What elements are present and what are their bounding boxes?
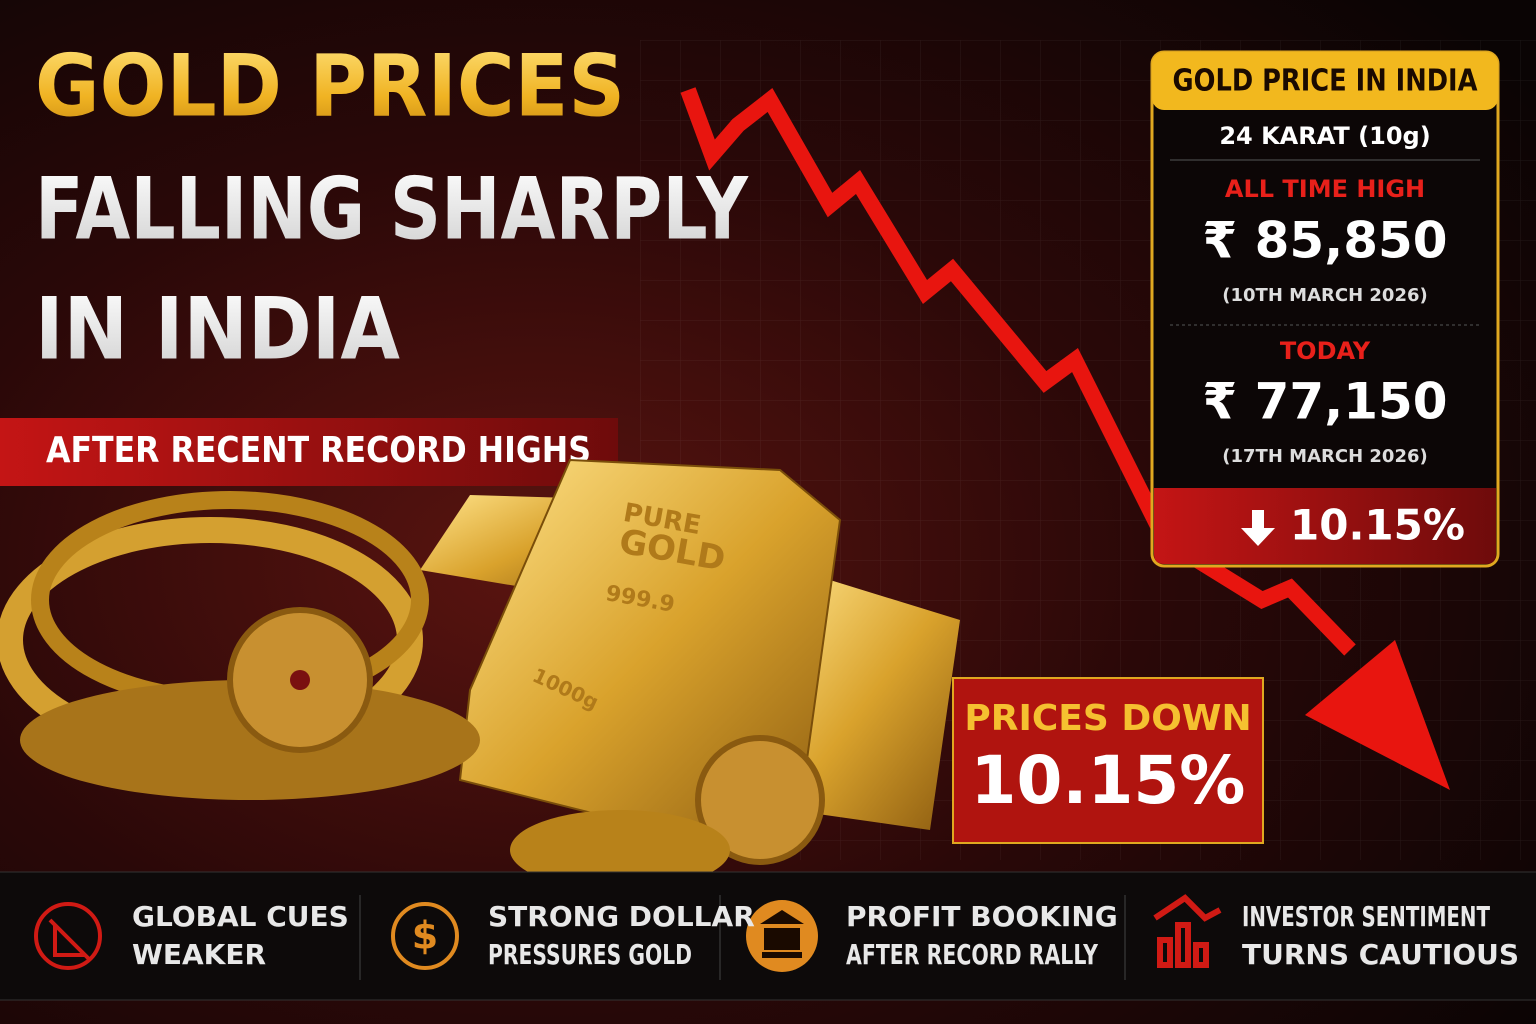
ath-date: (10TH MARCH 2026) [1222, 285, 1427, 306]
gem [290, 670, 310, 690]
change-value: 10.15% [1290, 501, 1465, 550]
earring [695, 735, 825, 865]
today-price: ₹ 77,150 [1202, 373, 1447, 431]
footer-text: STRONG DOLLAR [488, 900, 755, 933]
icon-global [34, 902, 102, 970]
footer-text: GLOBAL CUES [132, 900, 349, 933]
icon-sentiment [1153, 894, 1222, 968]
card-header [1152, 52, 1498, 110]
badge [952, 677, 1264, 844]
headline: GOLD PRICES [35, 36, 625, 136]
falling-arrow-line [680, 87, 1356, 656]
footer-text: TURNS CAUTIOUS [1242, 938, 1519, 971]
footer-text: PROFIT BOOKING [846, 900, 1118, 933]
subheadline-band [0, 418, 618, 486]
falling-arrow-head [1305, 640, 1450, 790]
footer-text: PRESSURES GOLD [488, 938, 692, 971]
today-date: (17TH MARCH 2026) [1222, 446, 1427, 467]
subheadline: AFTER RECENT RECORD HIGHS [46, 430, 591, 471]
footer-text: AFTER RECORD RALLY [846, 938, 1099, 971]
headline: IN INDIA [35, 279, 400, 379]
card-title: GOLD PRICE IN INDIA [1173, 64, 1479, 99]
today-label: TODAY [1280, 337, 1371, 365]
icon-dollar [391, 902, 459, 970]
icon-global [48, 918, 92, 962]
icon-dollar: $ [412, 914, 438, 958]
earring [510, 810, 730, 890]
ath-label: ALL TIME HIGH [1225, 175, 1425, 203]
badge-label: PRICES DOWN [964, 698, 1251, 739]
footer-text: WEAKER [132, 938, 266, 971]
icon-bank [760, 910, 804, 958]
card-subtitle: 24 KARAT (10g) [1219, 122, 1430, 150]
headline: FALLING SHARPLY [35, 159, 749, 259]
change-band [1154, 488, 1496, 564]
ath-price: ₹ 85,850 [1202, 212, 1447, 270]
down-icon [1241, 510, 1275, 546]
footer-text: INVESTOR SENTIMENT [1242, 900, 1490, 933]
badge-value: 10.15% [971, 742, 1246, 819]
